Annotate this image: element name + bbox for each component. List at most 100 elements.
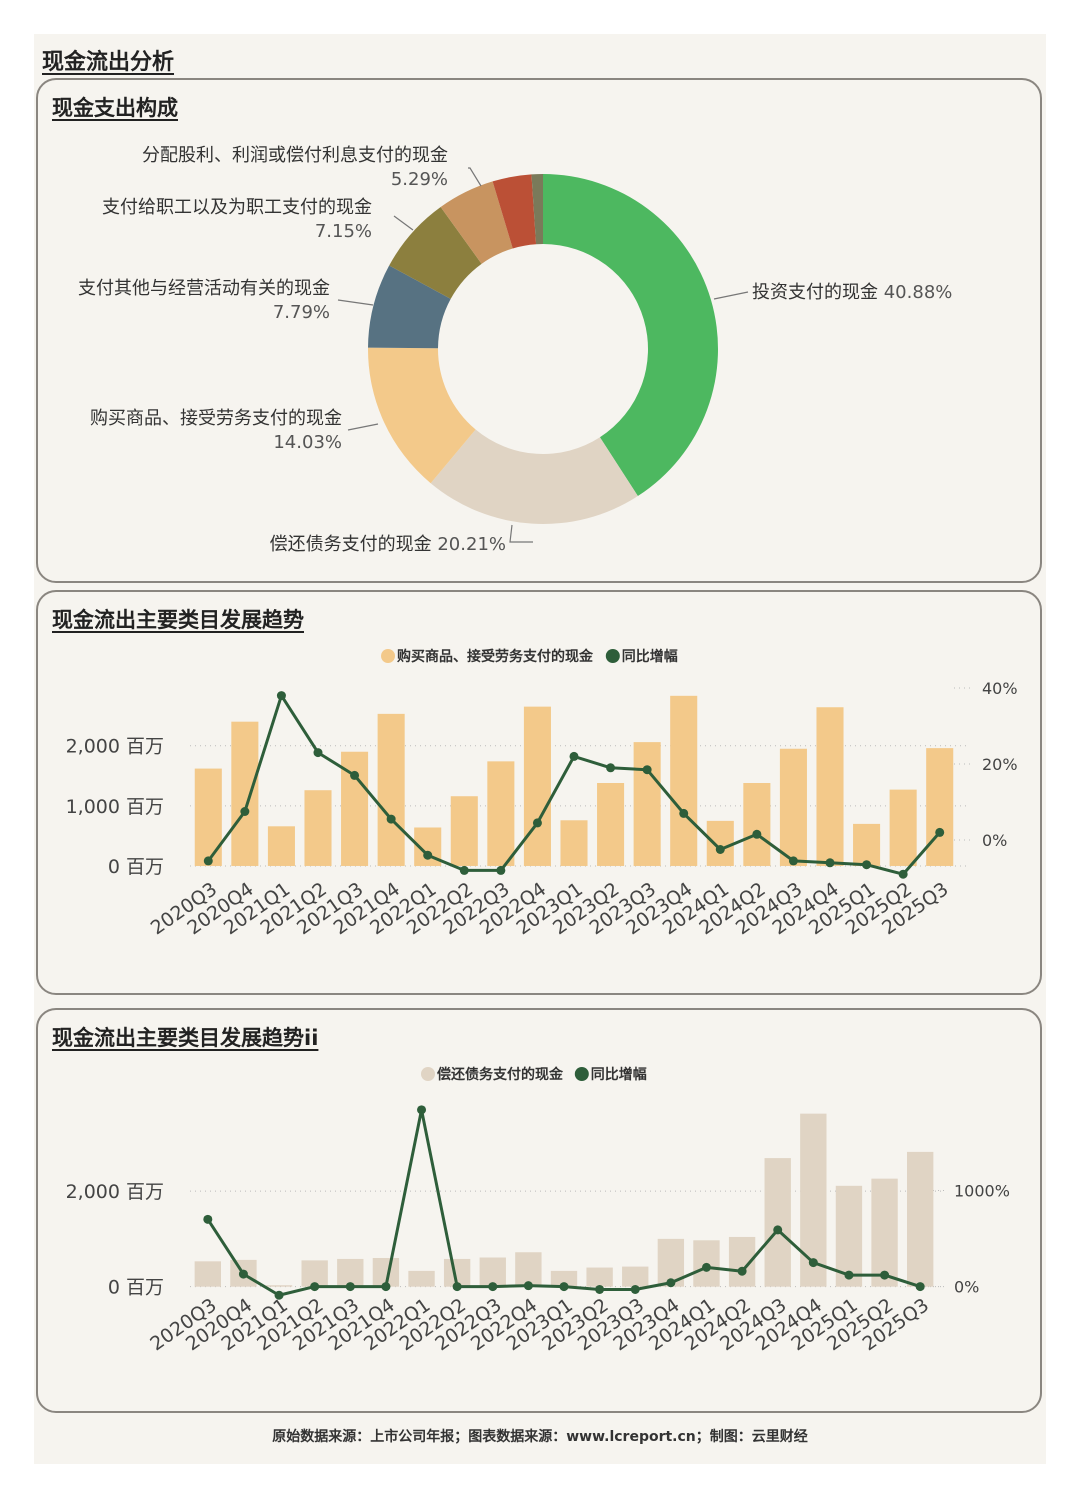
pie-label-3: 支付其他与经营活动有关的现金: [78, 278, 330, 299]
bar-2024Q4: [816, 707, 844, 866]
pie-leader-line-3: [337, 299, 374, 306]
pie-leader-line-2: [347, 423, 379, 431]
yoy-point-2023Q1: [559, 1282, 569, 1292]
legend-swatch-bar: [381, 649, 395, 663]
yoy-point-2021Q1: [274, 1290, 284, 1300]
legend-swatch-line: [574, 1067, 589, 1081]
bar-2025Q1: [853, 823, 881, 866]
trend2-panel: 现金流出主要类目发展趋势ii 偿还债务支付的现金 同比增幅 2,000 百万 0 百万…: [36, 1008, 1042, 1413]
y-left-tick-label: 0 百万: [108, 1277, 164, 1299]
y-left-tick-label: 2,000 百万: [66, 736, 164, 758]
legend-label-line: 同比增幅: [591, 1066, 647, 1083]
legend-swatch-bar: [421, 1067, 435, 1081]
yoy-point-2024Q4: [825, 858, 835, 868]
yoy-point-2025Q3: [935, 827, 945, 837]
yoy-point-2022Q3: [488, 1282, 498, 1292]
legend-label-line: 同比增幅: [622, 648, 678, 665]
yoy-point-2025Q2: [898, 869, 908, 879]
yoy-point-2024Q2: [752, 829, 762, 839]
donut-chart: 投资支付的现金 40.88% 偿还债务支付的现金 20.21% 购买商品、接受劳务支…: [78, 145, 952, 555]
yoy-point-2021Q2: [310, 1282, 320, 1292]
bar-2021Q1: [267, 826, 295, 866]
y-right-tick-label: 0%: [954, 1278, 979, 1297]
bar-2020Q4: [231, 721, 259, 866]
pie-value-3: 7.79%: [273, 302, 330, 323]
pie-slice-2: [367, 347, 476, 484]
bar-2023Q1: [560, 820, 588, 866]
yoy-point-2024Q3: [773, 1225, 783, 1235]
pie-label-0: 投资支付的现金 40.88%: [752, 282, 952, 303]
pie-leader-line-1: [509, 524, 533, 543]
bar-2022Q1: [408, 1270, 435, 1287]
bar-2024Q2: [743, 783, 771, 866]
bar-2021Q2: [304, 790, 332, 866]
pie-value-4: 7.15%: [315, 221, 372, 242]
yoy-point-2021Q2: [313, 748, 323, 758]
page-title: 现金流出分析: [42, 50, 175, 75]
bar-2021Q3: [337, 1258, 364, 1287]
bar-2023Q2: [586, 1267, 613, 1287]
trend1-chart: 购买商品、接受劳务支付的现金 同比增幅 2,000 百万 1,000 百万 0 百万 40…: [66, 648, 1018, 939]
yoy-point-2025Q2: [880, 1270, 890, 1280]
y-left-tick-label: 0 百万: [108, 856, 164, 878]
bar-2023Q2: [597, 783, 625, 866]
yoy-point-2025Q1: [844, 1270, 854, 1280]
yoy-point-2022Q3: [496, 865, 506, 875]
bar-2022Q3: [479, 1257, 506, 1287]
yoy-point-2022Q2: [452, 1282, 462, 1292]
pie-slice-1: [430, 429, 638, 524]
bar-2023Q3: [622, 1266, 649, 1287]
yoy-point-2024Q3: [788, 856, 798, 866]
pie-slice-7: [531, 174, 543, 245]
yoy-point-2022Q4: [523, 1281, 533, 1291]
yoy-point-2021Q4: [381, 1282, 391, 1292]
yoy-point-2023Q2: [595, 1284, 605, 1294]
bar-2024Q1: [706, 820, 734, 866]
y-right-tick-label: 1000%: [954, 1182, 1010, 1201]
composition-title: 现金支出构成: [52, 96, 178, 120]
yoy-point-2021Q3: [345, 1282, 355, 1292]
pie-label-1: 偿还债务支付的现金 20.21%: [270, 534, 506, 555]
bar-2021Q1: [265, 1285, 293, 1287]
bar-2025Q2: [889, 789, 917, 866]
yoy-point-2023Q3: [642, 765, 652, 775]
bar-2022Q2: [450, 796, 478, 866]
bar-2023Q1: [550, 1270, 578, 1287]
bar-2025Q3: [907, 1151, 934, 1287]
yoy-point-2020Q4: [240, 807, 250, 816]
y-right-tick-label: 20%: [982, 755, 1018, 774]
legend: 购买商品、接受劳务支付的现金 同比增幅: [381, 648, 678, 665]
bar-2020Q3: [194, 1261, 221, 1287]
footer-source: 原始数据来源：上市公司年报；图表数据来源：www.lcreport.cn；制图：…: [272, 1429, 808, 1445]
y-left-tick-label: 1,000 百万: [66, 796, 164, 818]
composition-panel: 现金支出构成 投资支付的现金 40.88% 偿还债务支付的现金 20.21% 购买商…: [36, 78, 1042, 583]
legend-label-bar: 购买商品、接受劳务支付的现金: [397, 648, 594, 665]
trend1-panel: 现金流出主要类目发展趋势 购买商品、接受劳务支付的现金 同比增幅 2,000 百万 1…: [36, 590, 1042, 995]
bar-2025Q2: [871, 1178, 898, 1287]
pie-value-5: 5.29%: [391, 169, 448, 190]
yoy-point-2024Q1: [701, 1262, 711, 1272]
yoy-point-2021Q4: [386, 814, 396, 824]
pie-leader-line-4: [393, 215, 414, 231]
bar-2024Q4: [800, 1113, 827, 1287]
pie-label-2: 购买商品、接受劳务支付的现金: [90, 408, 342, 429]
y-right-tick-label: 40%: [982, 679, 1018, 698]
yoy-point-2024Q1: [715, 845, 725, 854]
yoy-point-2020Q3: [203, 856, 213, 866]
bar-2025Q1: [835, 1185, 863, 1287]
yoy-point-2020Q4: [238, 1269, 248, 1279]
yoy-point-2023Q4: [679, 808, 689, 818]
yoy-point-2021Q3: [350, 770, 360, 780]
legend: 偿还债务支付的现金 同比增幅: [421, 1066, 647, 1083]
bar-2022Q4: [523, 706, 551, 866]
pie-slice-3: [368, 265, 451, 349]
pie-slice-5: [440, 181, 513, 264]
y-right-tick-label: 0%: [982, 831, 1007, 850]
yoy-point-2022Q2: [459, 865, 469, 875]
yoy-point-2023Q4: [666, 1278, 676, 1288]
bar-2020Q3: [194, 768, 222, 866]
pie-slice-6: [492, 174, 537, 249]
bar-2024Q3: [779, 748, 807, 866]
bar-2022Q3: [487, 761, 515, 866]
